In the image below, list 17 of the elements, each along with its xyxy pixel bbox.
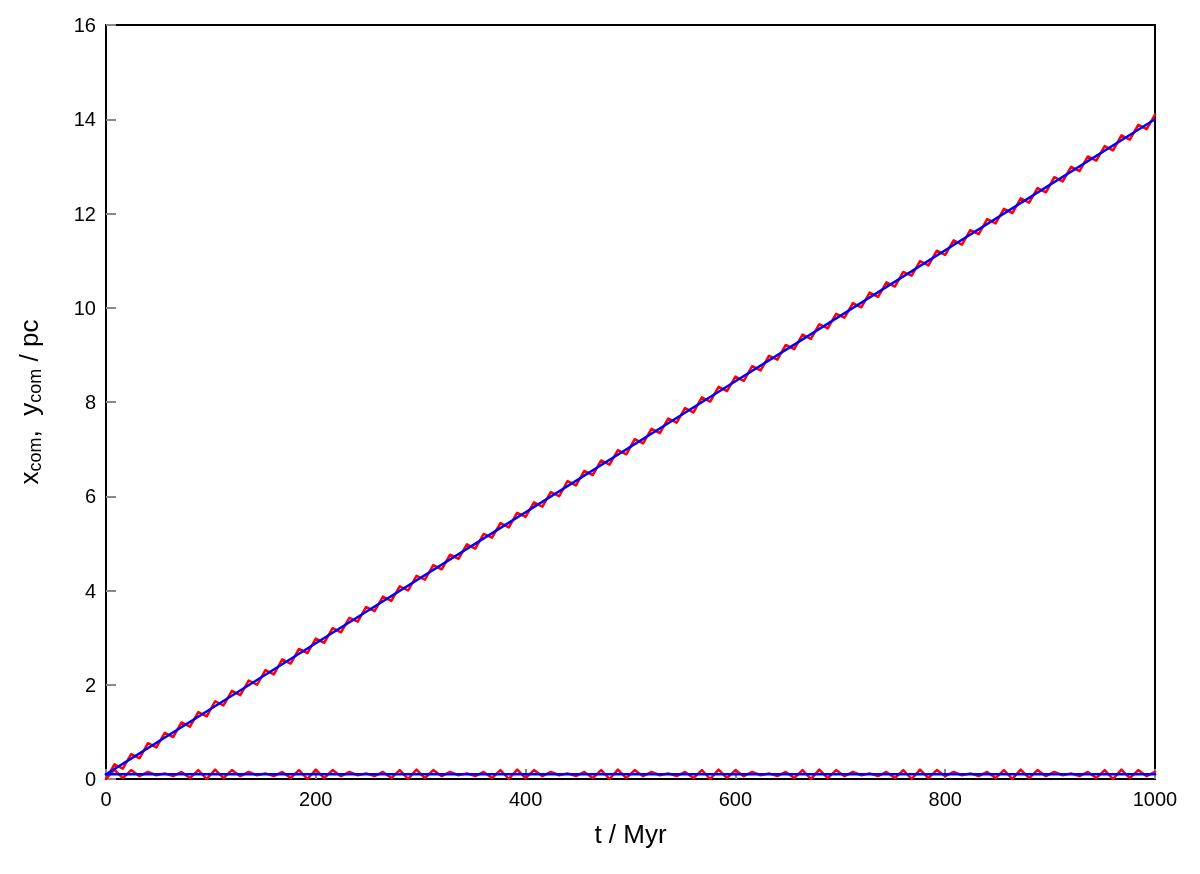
- y-tick-label: 8: [84, 391, 96, 413]
- y-tick-label: 4: [84, 579, 96, 602]
- x-tick-label: 0: [100, 788, 112, 810]
- x-tick-label: 1000: [1132, 788, 1178, 810]
- x-axis-title: t / Myr: [594, 819, 667, 849]
- y-tick-label: 6: [84, 485, 96, 508]
- x-tick-label: 800: [928, 788, 962, 810]
- x-tick-label: 600: [718, 788, 753, 810]
- y-tick-label: 0: [84, 768, 96, 790]
- y-tick-label: 12: [73, 202, 96, 225]
- y-tick-label: 14: [73, 108, 96, 131]
- y-tick-label: 2: [84, 673, 96, 696]
- y-tick-label: 16: [73, 14, 96, 36]
- y-tick-label: 10: [73, 296, 96, 319]
- x-tick-label: 400: [508, 788, 543, 810]
- y-axis-title: xcom, ycom / pc: [14, 319, 45, 485]
- x-tick-label: 200: [299, 788, 333, 810]
